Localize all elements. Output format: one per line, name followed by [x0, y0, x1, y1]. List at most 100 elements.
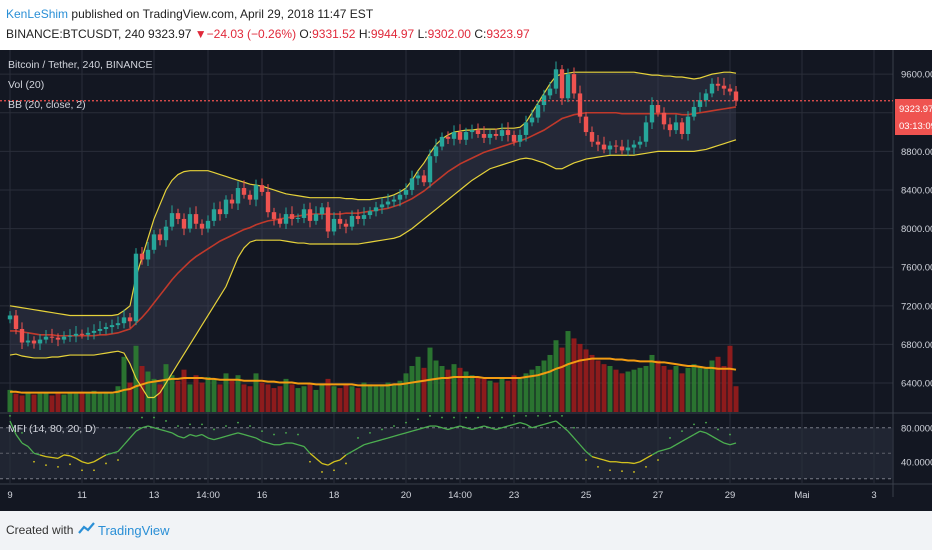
time-tick-label: 14:00 — [196, 490, 220, 501]
created-with-label: Created with — [6, 523, 74, 537]
candle-body — [277, 218, 283, 224]
time-tick-label: 13 — [149, 490, 160, 501]
legend-vol: Vol (20) — [8, 79, 44, 91]
mfi-line-segment — [513, 422, 521, 425]
candle-body — [619, 146, 625, 151]
candle-body — [91, 330, 97, 333]
mfi-signal-dot — [585, 459, 587, 461]
mfi-line-segment — [201, 433, 209, 439]
candle-body — [451, 132, 457, 139]
candle-body — [625, 147, 631, 151]
mfi-signal-dot — [309, 460, 311, 463]
volume-bar — [61, 394, 67, 412]
volume-bar — [241, 384, 247, 412]
candle-body — [685, 116, 691, 134]
mfi-line-segment — [159, 428, 167, 432]
candle-body — [397, 194, 403, 200]
volume-bar — [529, 369, 535, 412]
candle-body — [307, 209, 313, 221]
candle-body — [61, 336, 67, 340]
mfi-signal-dot — [69, 463, 71, 466]
volume-bar — [667, 369, 673, 412]
candle-body — [235, 188, 241, 204]
volume-bar — [511, 375, 517, 412]
time-tick-label: 18 — [329, 490, 340, 501]
mfi-line-segment — [165, 430, 173, 434]
ohlc-line: BINANCE:BTCUSDT, 240 9323.97 ▼−24.03 (−0… — [6, 27, 530, 41]
volume-bar — [7, 389, 13, 412]
mfi-signal-dot — [453, 416, 455, 419]
open-label: O: — [299, 27, 313, 41]
volume-bar — [163, 364, 169, 412]
mfi-line-segment — [345, 450, 353, 456]
mfi-line-segment — [417, 427, 425, 431]
candle-body — [493, 133, 499, 136]
mfi-line-segment — [309, 452, 317, 459]
mfi-signal-dot — [333, 469, 335, 472]
volume-bar — [217, 384, 223, 412]
mfi-signal-dot — [93, 469, 95, 472]
footer: Created with TradingView — [0, 511, 932, 550]
volume-bar — [565, 331, 571, 412]
volume-ma-line — [10, 357, 737, 394]
mfi-line-segment — [9, 420, 17, 435]
candle-body — [415, 175, 421, 179]
mfi-line-segment — [381, 437, 389, 441]
mfi-line-segment — [231, 432, 239, 436]
candle-body — [391, 199, 397, 202]
volume-bar — [421, 367, 427, 412]
volume-bar — [541, 360, 547, 412]
candle-body — [709, 83, 715, 94]
candle-body — [601, 144, 607, 150]
trading-chart[interactable]: 9600.009200.008800.008400.008000.007600.… — [0, 50, 932, 511]
mfi-line-segment — [123, 437, 131, 446]
volume-bar — [145, 371, 151, 412]
candle-body — [409, 178, 415, 190]
mfi-line-segment — [705, 432, 713, 437]
mfi-signal-dot — [429, 414, 431, 417]
time-tick-label: 3 — [871, 490, 876, 501]
volume-bar — [505, 380, 511, 412]
mfi-line-segment — [297, 444, 305, 448]
candle-body — [583, 116, 589, 133]
mfi-line-segment — [489, 427, 497, 431]
mfi-signal-dot — [729, 433, 731, 436]
candle-body — [427, 156, 433, 183]
mfi-signal-dot — [573, 426, 575, 429]
volume-bar — [67, 392, 73, 412]
volume-bar — [295, 388, 301, 412]
mfi-line-segment — [717, 439, 725, 444]
axes: 9600.009200.008800.008400.008000.007600.… — [7, 70, 932, 501]
mfi-line-segment — [93, 457, 101, 463]
author-link[interactable]: KenLeShim — [6, 7, 69, 21]
mfi-line-segment — [255, 437, 263, 442]
volume-bar — [673, 366, 679, 412]
mfi-signal-dot — [369, 431, 371, 434]
candle-body — [181, 218, 187, 229]
mfi-signal-dot — [561, 414, 563, 417]
candle-body — [661, 112, 667, 125]
mfi-line-segment — [657, 449, 665, 453]
volume-bar — [175, 380, 181, 412]
volume-bar — [703, 367, 709, 412]
candle-body — [325, 207, 331, 232]
mfi-line-segment — [75, 457, 83, 463]
volume-bar — [721, 366, 727, 412]
mfi-signal-dot — [705, 421, 707, 424]
symbol-label: BINANCE:BTCUSDT, 240 — [6, 27, 145, 41]
mfi-line-segment — [249, 435, 257, 439]
volume-bar — [277, 386, 283, 412]
close-value: 9323.97 — [486, 27, 530, 41]
tradingview-brand-link[interactable]: TradingView — [98, 523, 170, 538]
mfi-line-segment — [129, 430, 137, 439]
candle-body — [79, 333, 85, 335]
mfi-line-segment — [723, 442, 731, 446]
candle-body — [607, 145, 613, 150]
candle-body — [343, 223, 349, 227]
candle-body — [43, 336, 49, 340]
candle-body — [715, 83, 721, 86]
mfi-line-segment — [177, 435, 185, 439]
volume-bar — [631, 369, 637, 412]
volume-bar — [367, 384, 373, 412]
mfi-signal-dot — [81, 469, 83, 472]
